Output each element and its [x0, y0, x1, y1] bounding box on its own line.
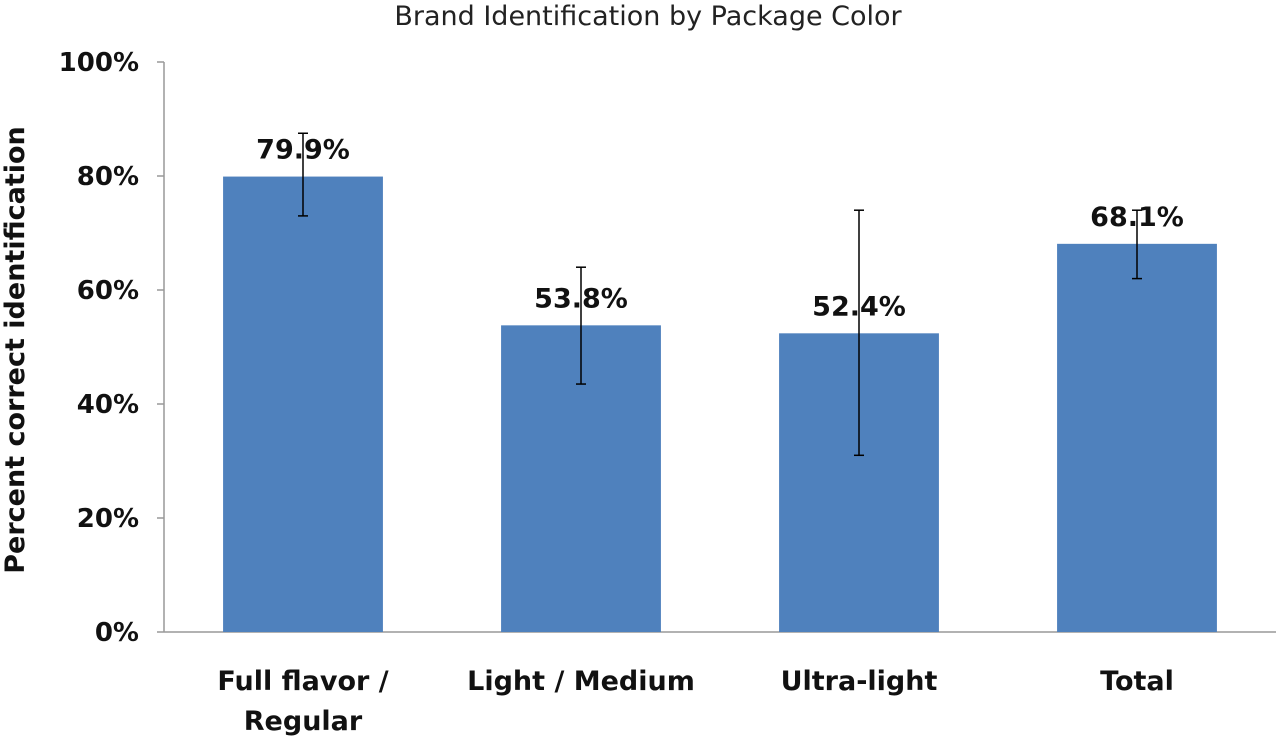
data-labels: 79.9% 53.8% 52.4% 68.1%: [256, 135, 1184, 323]
category-label-line: Regular: [244, 706, 363, 737]
error-bar: [298, 132, 308, 217]
data-label: 52.4%: [812, 291, 906, 322]
error-bar: [854, 209, 864, 457]
category-label-line: Total: [1100, 666, 1174, 697]
data-label: 68.1%: [1090, 202, 1184, 233]
y-tick-label: 20%: [77, 504, 139, 534]
bars: [223, 176, 1217, 632]
category-label-line: Full flavor /: [217, 666, 388, 697]
y-tick-label: 80%: [77, 162, 139, 192]
y-ticks: 0% 20% 40% 60% 80% 100%: [59, 48, 164, 648]
error-bars: [298, 132, 1142, 457]
error-bar: [576, 266, 586, 385]
y-axis-label: Percent correct identification: [0, 126, 31, 574]
category-label: Full flavor / Regular: [217, 666, 388, 737]
category-label-line: Light / Medium: [467, 666, 695, 697]
y-tick-label: 40%: [77, 390, 139, 420]
error-bar: [1132, 209, 1142, 280]
category-label: Total: [1100, 666, 1174, 697]
category-labels: Full flavor / Regular Light / Medium Ultra-…: [217, 666, 1173, 737]
category-label-line: Ultra-light: [781, 666, 938, 697]
bar: [223, 176, 383, 632]
bar: [1057, 243, 1217, 632]
category-label: Ultra-light: [781, 666, 938, 697]
y-tick-label: 100%: [59, 48, 139, 78]
y-tick-label: 0%: [95, 618, 139, 648]
chart-title: Brand Identification by Package Color: [394, 1, 902, 32]
data-label: 79.9%: [256, 135, 350, 166]
data-label: 53.8%: [534, 283, 628, 314]
y-tick-label: 60%: [77, 276, 139, 306]
category-label: Light / Medium: [467, 666, 695, 697]
